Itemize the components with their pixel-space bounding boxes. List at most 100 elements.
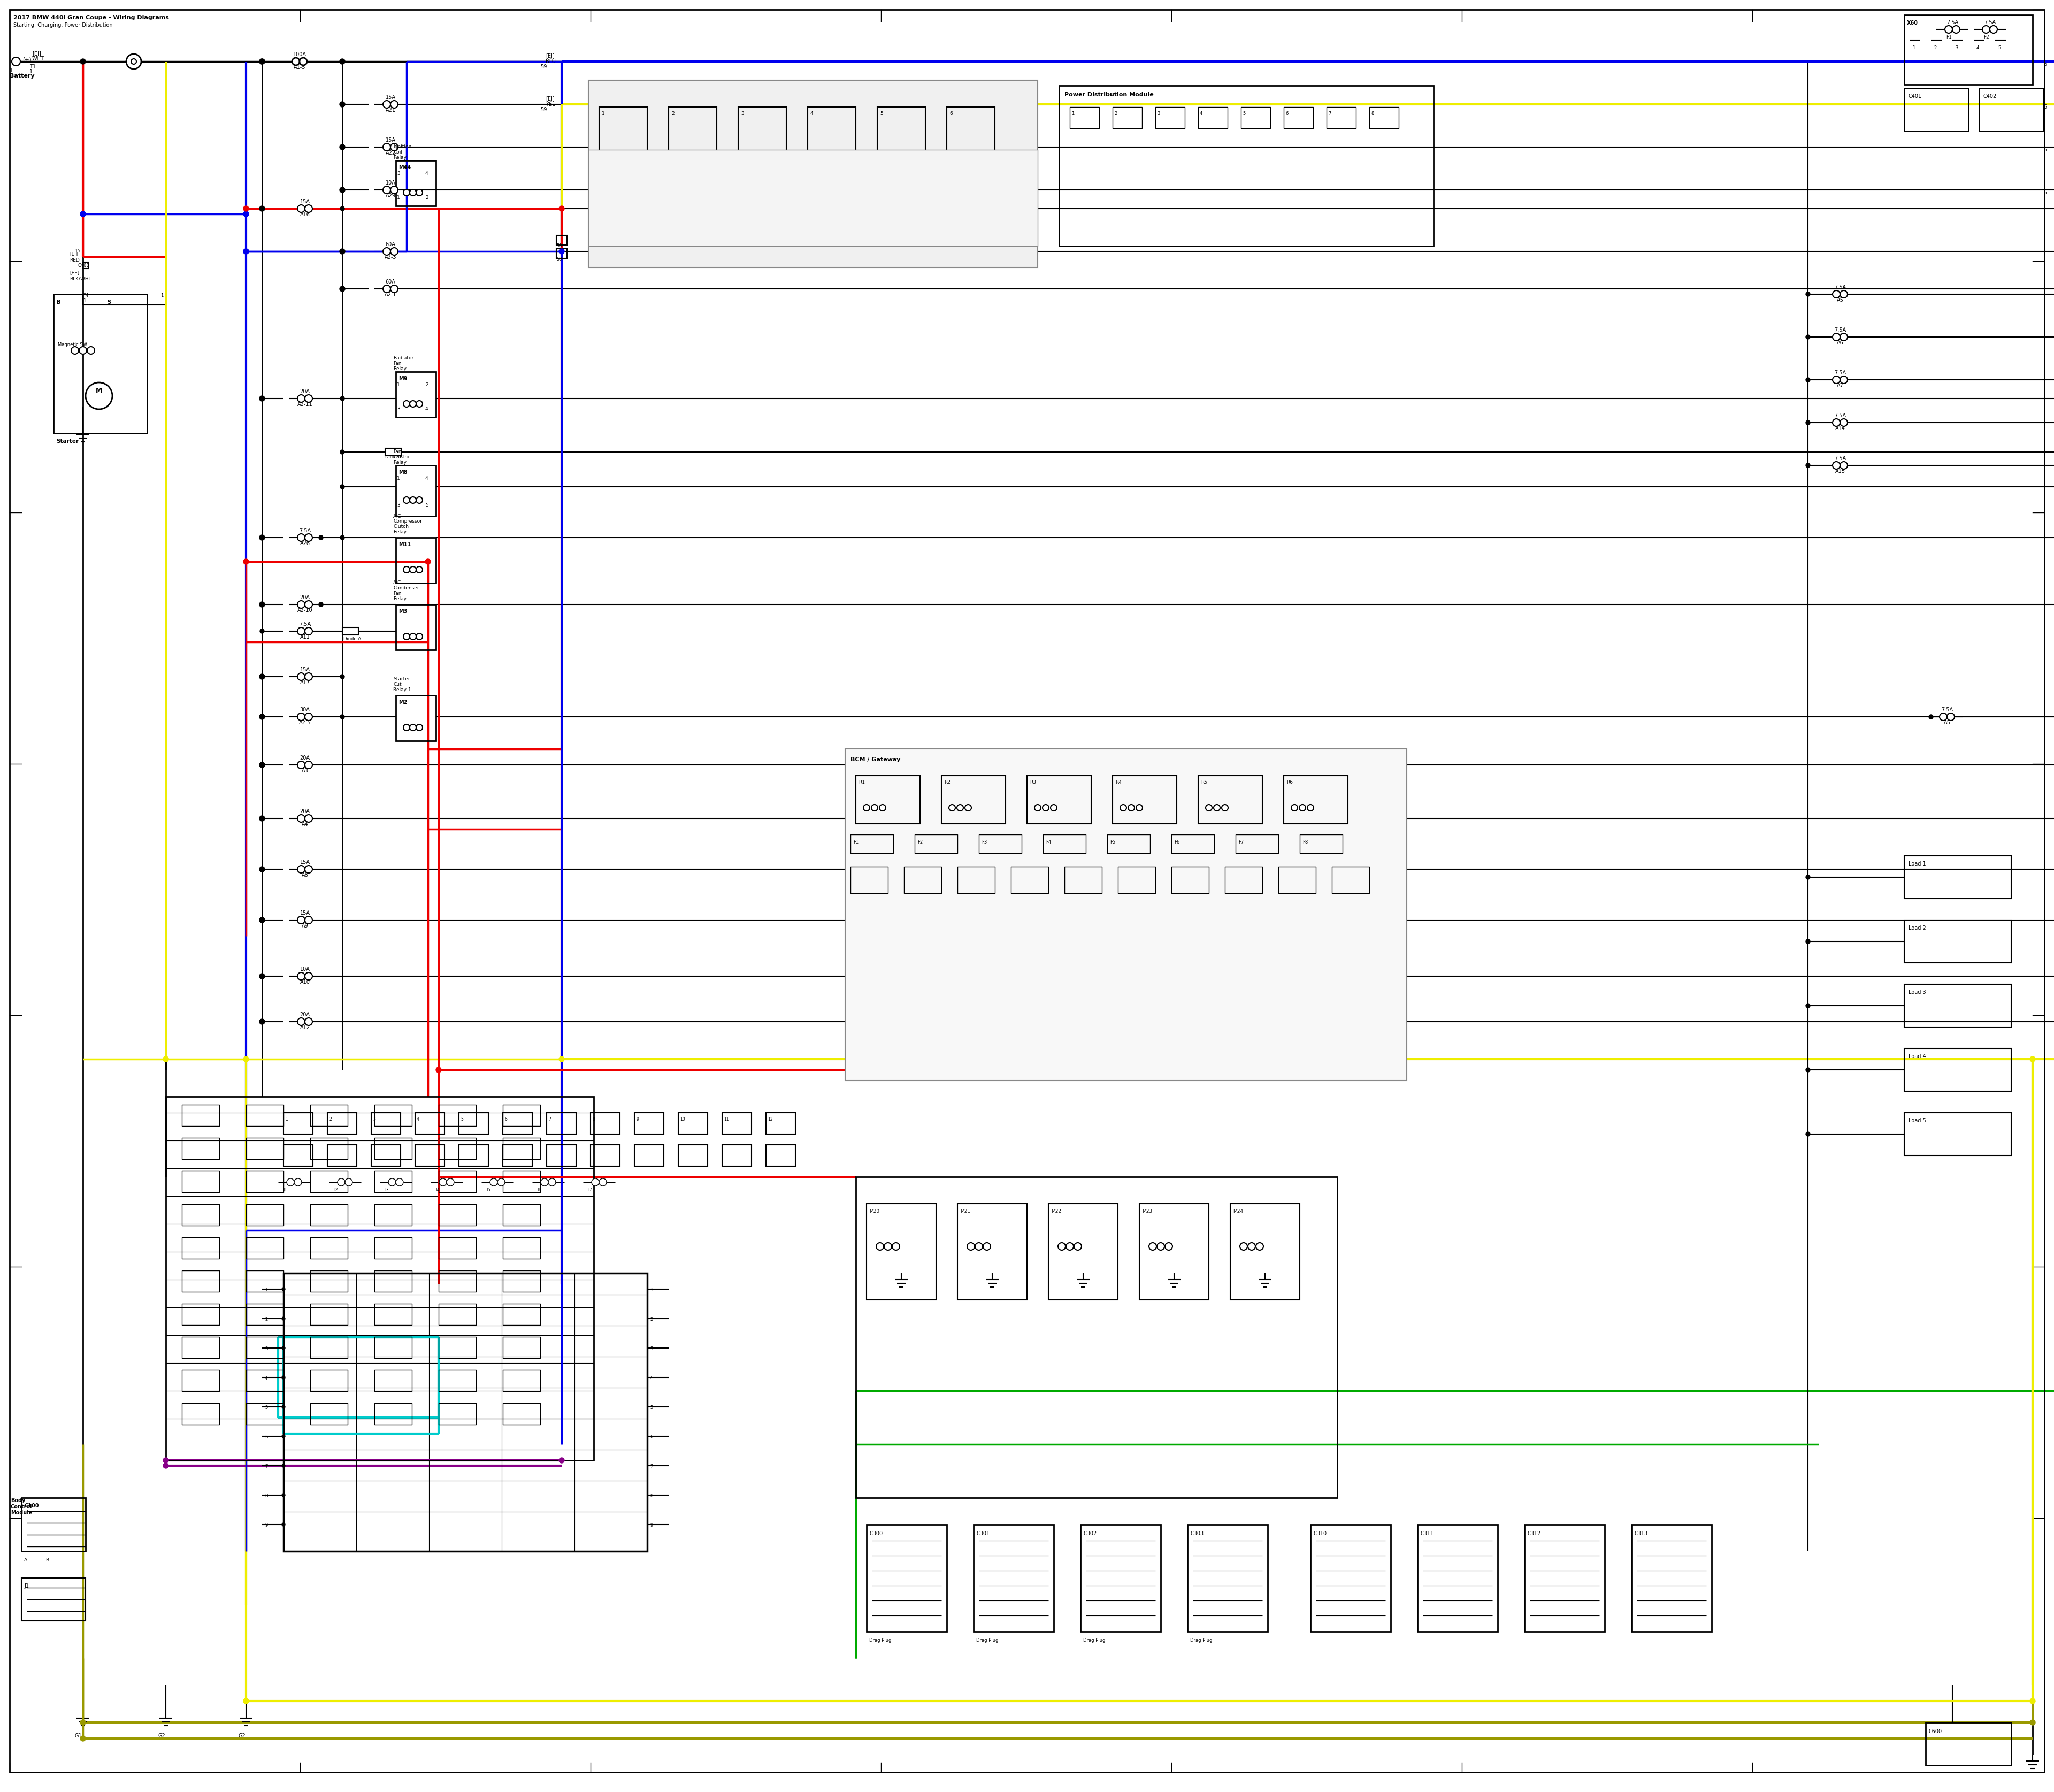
Bar [503,1204,540,1226]
Circle shape [304,534,312,541]
Bar [53,294,148,434]
Bar [1197,776,1263,824]
Circle shape [1035,805,1041,812]
Circle shape [435,1068,442,1073]
Text: Relay: Relay [392,156,407,159]
Text: 9: 9 [637,1116,639,1122]
Text: Battery: Battery [10,73,35,79]
Circle shape [1119,805,1126,812]
Text: 7: 7 [649,1464,653,1469]
Text: A15: A15 [1834,468,1844,473]
Bar [635,1145,663,1167]
Circle shape [259,536,265,539]
Circle shape [259,206,265,211]
Bar [440,1369,477,1391]
Bar [82,262,88,269]
Circle shape [259,715,265,719]
Circle shape [341,715,345,719]
Circle shape [259,396,265,401]
Circle shape [957,805,963,812]
Circle shape [1074,1242,1082,1251]
Text: M9: M9 [398,376,407,382]
Bar [440,1303,477,1324]
Text: 3: 3 [1156,111,1161,116]
Text: A10: A10 [300,980,310,986]
Circle shape [259,1020,265,1025]
Circle shape [339,102,345,108]
Text: C402: C402 [1984,93,1996,99]
Text: 1: 1 [82,263,86,269]
Text: 1: 1 [649,1288,653,1292]
Bar [1241,108,1269,129]
Text: A/C: A/C [392,581,401,586]
Text: Relay: Relay [392,530,407,534]
Bar [766,1113,795,1134]
Bar [503,1403,540,1425]
Text: 4: 4 [265,1376,267,1380]
Circle shape [382,285,390,292]
Text: 59: 59 [557,256,563,262]
Bar [374,1369,413,1391]
Circle shape [298,713,304,720]
Text: 3: 3 [396,172,401,176]
Bar [310,1403,347,1425]
Bar [877,108,926,172]
Circle shape [1043,805,1050,812]
Circle shape [304,815,312,823]
Text: Relay: Relay [392,366,407,371]
Bar [396,695,435,740]
Text: 1: 1 [286,1116,288,1122]
Circle shape [965,805,972,812]
Circle shape [1945,25,1953,34]
Circle shape [600,1179,606,1186]
Text: 7.5A: 7.5A [1834,455,1847,461]
Circle shape [339,186,345,192]
Bar [503,1236,540,1258]
Circle shape [162,1457,168,1462]
Text: G2: G2 [158,1733,164,1738]
Text: F2: F2 [1984,34,1988,39]
Text: M23: M23 [1142,1210,1152,1213]
Text: 7.5A: 7.5A [300,622,310,627]
Text: 3: 3 [265,1346,267,1351]
Circle shape [281,1346,286,1349]
Text: 7.5A: 7.5A [1834,285,1847,290]
Circle shape [339,249,345,254]
Bar [1011,867,1048,894]
Bar [503,1113,532,1134]
Text: 7.5A: 7.5A [1941,708,1953,713]
Text: f3: f3 [386,1188,388,1192]
Bar [600,108,647,172]
Text: BCM / Gateway: BCM / Gateway [850,756,900,762]
Bar [957,867,994,894]
Bar [503,1145,532,1167]
Circle shape [318,602,322,607]
Text: 15A: 15A [300,667,310,672]
Text: 5: 5 [265,1405,267,1410]
Text: A12: A12 [300,1025,310,1030]
Text: A1-5: A1-5 [294,65,306,70]
Circle shape [417,724,423,731]
Text: f6: f6 [538,1188,542,1192]
Text: 7.5A: 7.5A [1834,412,1847,418]
Text: 2: 2 [425,382,427,387]
Text: 10A: 10A [386,181,396,186]
Text: Magnetic SW: Magnetic SW [58,342,86,348]
Text: A16: A16 [300,211,310,217]
Circle shape [298,627,304,634]
Circle shape [339,287,345,292]
Circle shape [403,566,409,573]
Text: Compressor: Compressor [392,520,421,523]
Text: f2: f2 [335,1188,339,1192]
Bar [183,1303,220,1324]
Bar [183,1271,220,1292]
Text: 1: 1 [396,382,401,387]
Circle shape [1840,290,1847,297]
Text: BLU: BLU [546,59,557,65]
Circle shape [242,1057,249,1063]
Text: f4: f4 [435,1188,440,1192]
Text: J1: J1 [25,1584,29,1590]
Bar [246,1271,283,1292]
Bar [183,1104,220,1125]
Circle shape [304,713,312,720]
